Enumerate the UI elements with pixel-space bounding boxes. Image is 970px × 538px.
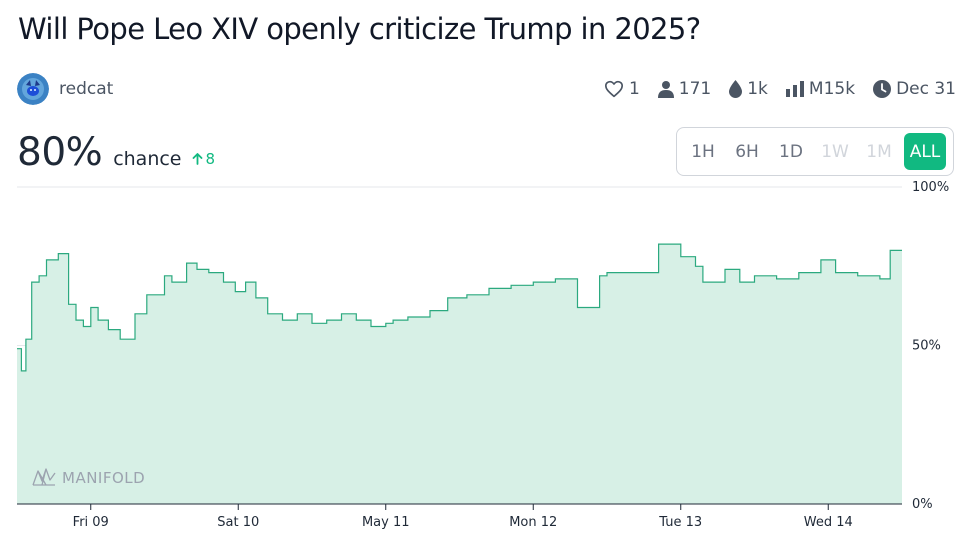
x-tick-label: Mon 12 <box>509 515 557 530</box>
manifold-logo-icon <box>32 468 56 486</box>
liquidity-value: 1k <box>747 79 768 99</box>
probability-chart[interactable]: Fri 09 Sat 10 May 11 Mon 12 Tue 13 Wed 14 100%… <box>0 178 970 538</box>
x-tick-label: Wed 14 <box>804 515 853 530</box>
bar-chart-icon <box>785 81 804 97</box>
brand-name: MANIFOLD <box>62 469 146 487</box>
likes-stat[interactable]: 1 <box>604 79 640 99</box>
volume-stat: M15k <box>785 79 856 99</box>
range-1m-button[interactable]: 1M <box>866 141 892 162</box>
range-1d-button[interactable]: 1D <box>779 141 803 162</box>
x-tick-label: Fri 09 <box>73 515 109 530</box>
time-range-selector: 1H 6H 1D 1W 1M ALL <box>676 127 954 176</box>
liquidity-stat: 1k <box>729 79 768 99</box>
clock-icon <box>873 80 892 98</box>
likes-count: 1 <box>628 79 640 99</box>
range-1h-button[interactable]: 1H <box>691 141 715 162</box>
probability-row: 80% chance 8 <box>17 130 215 175</box>
market-stats: 1 171 1k M15k Dec 31 <box>604 79 956 99</box>
probability-area <box>17 244 902 504</box>
droplet-icon <box>729 80 743 98</box>
chance-label: chance <box>113 148 182 170</box>
traders-count: 171 <box>678 79 712 99</box>
probability: 80% <box>17 130 103 175</box>
range-all-button[interactable]: ALL <box>904 133 946 170</box>
probability-change: 8 <box>192 150 216 168</box>
traders-stat: 171 <box>657 79 712 99</box>
y-tick-label: 50% <box>912 339 941 354</box>
x-tick-label: Sat 10 <box>217 515 259 530</box>
heart-icon[interactable] <box>604 80 624 98</box>
y-tick-label: 0% <box>912 497 933 512</box>
market-title: Will Pope Leo XIV openly criticize Trump… <box>18 12 701 46</box>
manifold-watermark: MANIFOLD <box>32 468 145 488</box>
volume-value: M15k <box>808 79 856 99</box>
x-tick-label: Tue 13 <box>658 515 702 530</box>
close-date-stat: Dec 31 <box>873 79 956 99</box>
author-name[interactable]: redcat <box>59 79 114 99</box>
close-date: Dec 31 <box>896 79 956 99</box>
author[interactable]: redcat <box>17 73 113 105</box>
range-6h-button[interactable]: 6H <box>735 141 759 162</box>
probability-line <box>17 243 902 372</box>
range-1w-button[interactable]: 1W <box>821 141 849 162</box>
arrow-up-icon <box>192 153 202 165</box>
avatar[interactable] <box>17 73 49 105</box>
y-tick-label: 100% <box>912 180 949 195</box>
x-tick-label: May 11 <box>362 515 410 530</box>
change-value: 8 <box>205 150 216 168</box>
user-icon <box>657 81 674 98</box>
